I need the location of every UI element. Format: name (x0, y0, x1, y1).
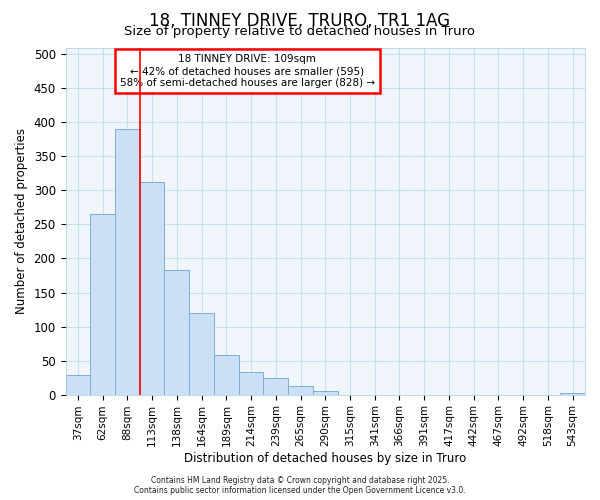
Text: Contains HM Land Registry data © Crown copyright and database right 2025.
Contai: Contains HM Land Registry data © Crown c… (134, 476, 466, 495)
Bar (115, 129, 140, 394)
Bar (214, 355, 239, 395)
Y-axis label: Number of detached properties: Number of detached properties (15, 128, 28, 314)
Bar (90, 214, 115, 394)
Bar (313, 391, 338, 394)
Bar (288, 386, 313, 394)
Bar (189, 313, 214, 394)
X-axis label: Distribution of detached houses by size in Truro: Distribution of detached houses by size … (184, 452, 466, 465)
Bar (164, 270, 189, 394)
Text: 18 TINNEY DRIVE: 109sqm
← 42% of detached houses are smaller (595)
58% of semi-d: 18 TINNEY DRIVE: 109sqm ← 42% of detache… (120, 54, 375, 88)
Bar (263, 378, 288, 394)
Bar (560, 393, 585, 394)
Bar (239, 372, 263, 394)
Text: 18, TINNEY DRIVE, TRURO, TR1 1AG: 18, TINNEY DRIVE, TRURO, TR1 1AG (149, 12, 451, 30)
Text: Size of property relative to detached houses in Truro: Size of property relative to detached ho… (125, 25, 476, 38)
Bar (140, 182, 164, 394)
Bar (65, 375, 90, 394)
